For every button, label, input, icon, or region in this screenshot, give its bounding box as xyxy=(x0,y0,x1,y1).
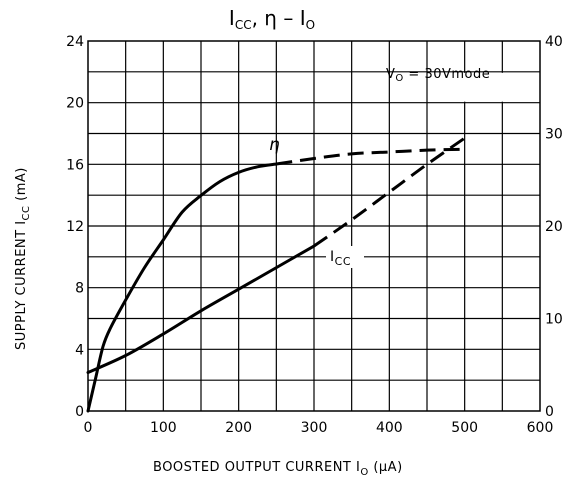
y-left-tick-label: 4 xyxy=(75,342,84,358)
x-tick-label: 200 xyxy=(225,420,252,436)
grid xyxy=(88,41,540,411)
annotation-sub: O xyxy=(395,73,403,84)
series-label-icc-main: I xyxy=(330,249,335,265)
y-left-tick-label: 16 xyxy=(66,157,84,173)
icc-label-background xyxy=(326,246,364,268)
series-lines xyxy=(86,136,466,413)
series-label-icc: ICC xyxy=(330,249,351,268)
series-label-eta: η xyxy=(269,135,280,155)
x-axis-label-text: BOOSTED OUTPUT CURRENT I xyxy=(153,460,360,475)
y-left-tick-label: 24 xyxy=(66,34,84,50)
x-tick-label: 300 xyxy=(301,420,328,436)
y-axis-label-text: SUPPLY CURRENT I xyxy=(14,220,29,350)
x-axis-label-unit: (μA) xyxy=(369,460,403,475)
y-left-tick-label: 20 xyxy=(66,96,84,112)
x-tick-label: 100 xyxy=(150,420,177,436)
title-main: I xyxy=(229,6,235,30)
annotation-v: V xyxy=(386,67,395,82)
y-axis-label-sub: CC xyxy=(21,205,32,220)
series-line-solid-0 xyxy=(86,162,278,413)
y-left-tick-label: 0 xyxy=(75,404,84,420)
plot-frame xyxy=(87,40,541,412)
y-left-tick-label: 8 xyxy=(75,281,84,297)
title-end-sub: O xyxy=(306,18,315,32)
series-line-dashed-0 xyxy=(276,147,465,166)
y-right-tick-label: 20 xyxy=(545,219,563,235)
y-right-tick-label: 0 xyxy=(545,404,554,420)
x-axis-label: BOOSTED OUTPUT CURRENT IO (μA) xyxy=(153,460,403,478)
x-axis-label-sub: O xyxy=(360,467,368,478)
x-tick-label: 500 xyxy=(451,420,478,436)
y-right-tick-label: 30 xyxy=(545,127,563,143)
title-main-sub: CC xyxy=(235,18,252,32)
series-line-dashed-1 xyxy=(313,136,466,248)
chart-title: ICC, η – IO xyxy=(229,6,315,32)
y-right-tick-label: 10 xyxy=(545,312,563,328)
y-axis-label-unit: (mA) xyxy=(14,167,29,205)
series-line-solid-1 xyxy=(86,244,316,374)
x-tick-label: 0 xyxy=(84,420,93,436)
annotation-rest: = 30Vmode xyxy=(404,67,490,82)
y-right-tick-label: 40 xyxy=(545,34,563,50)
annotation-label: VO = 30Vmode xyxy=(386,67,490,84)
series-label-icc-sub: CC xyxy=(335,255,351,268)
annotation-background xyxy=(429,72,538,102)
y-axis-label: SUPPLY CURRENT ICC (mA) xyxy=(14,167,32,350)
x-tick-label: 400 xyxy=(376,420,403,436)
x-tick-label: 600 xyxy=(527,420,554,436)
y-left-tick-label: 12 xyxy=(66,219,84,235)
title-separator: , η – I xyxy=(252,6,306,30)
